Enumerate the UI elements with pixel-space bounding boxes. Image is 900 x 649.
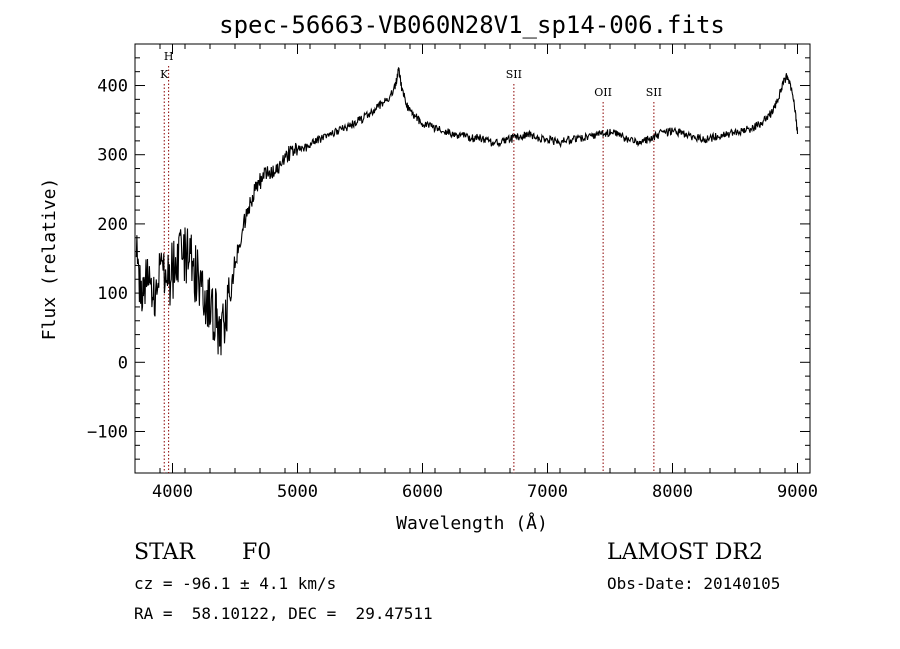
redshift-value: cz = -96.1 ± 4.1 km/s bbox=[134, 574, 337, 593]
spectral-line-markers: KH SII OII SII bbox=[160, 50, 662, 473]
line-marker-label: SII bbox=[506, 68, 522, 81]
plot-frame bbox=[134, 43, 811, 474]
line-marker-label: K bbox=[160, 68, 169, 81]
y-tick-label: 0 bbox=[118, 353, 128, 373]
survey-name: LAMOST DR2 bbox=[607, 540, 763, 565]
line-marker-label: OII bbox=[594, 86, 612, 99]
y-tick-label: −100 bbox=[87, 422, 128, 442]
x-tick-label: 5000 bbox=[277, 482, 318, 502]
x-tick-label: 7000 bbox=[527, 482, 568, 502]
x-tick-label: 6000 bbox=[402, 482, 443, 502]
y-tick-label: 200 bbox=[97, 215, 128, 235]
x-axis-label: Wavelength (Å) bbox=[396, 512, 548, 534]
y-axis-label: Flux (relative) bbox=[39, 178, 60, 341]
x-tick-label: 8000 bbox=[652, 482, 693, 502]
line-marker-label: H bbox=[164, 50, 174, 63]
x-tick-label: 9000 bbox=[777, 482, 818, 502]
y-tick-label: 300 bbox=[97, 146, 128, 166]
coordinates: RA = 58.10122, DEC = 29.47511 bbox=[134, 604, 433, 623]
spectrum-line bbox=[135, 67, 799, 356]
object-class: STAR bbox=[134, 540, 195, 565]
line-marker-label: SII bbox=[646, 86, 662, 99]
y-tick-label: 100 bbox=[97, 284, 128, 304]
spectral-subclass: F0 bbox=[242, 540, 272, 565]
chart-title: spec-56663-VB060N28V1_sp14-006.fits bbox=[219, 11, 725, 39]
axis-ticks: 4000 5000 6000 7000 8000 9000 −100 0 100 200 300 40… bbox=[87, 44, 818, 502]
y-tick-label: 400 bbox=[97, 77, 128, 97]
observation-date: Obs-Date: 20140105 bbox=[607, 574, 781, 593]
x-tick-label: 4000 bbox=[152, 482, 193, 502]
